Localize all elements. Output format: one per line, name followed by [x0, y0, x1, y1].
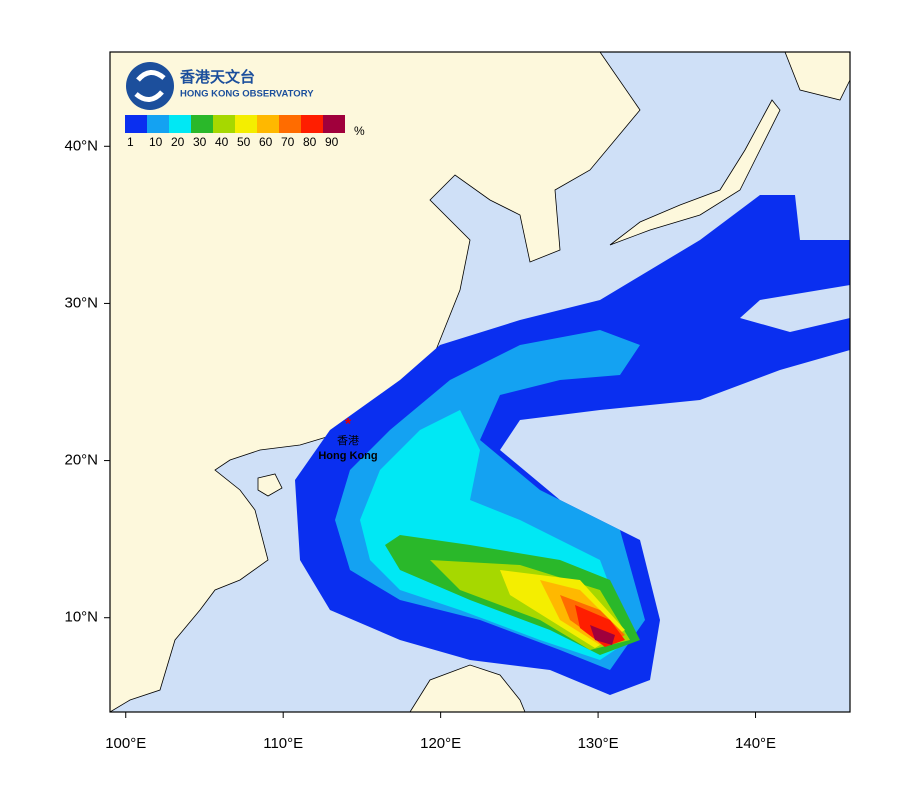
lon-tick-label: 100°E: [105, 735, 146, 752]
place-zh: 香港: [337, 434, 359, 447]
lon-tick-label: 140°E: [735, 735, 776, 752]
legend-label: 50: [237, 135, 251, 149]
legend-swatch: [191, 115, 213, 133]
lat-tick-label: 10°N: [64, 609, 98, 626]
hong-kong-marker: * 香港 Hong Kong: [318, 416, 377, 462]
logo-mark: [134, 70, 166, 102]
legend-swatch: [323, 115, 345, 133]
legend-swatch: [279, 115, 301, 133]
logo-zh: 香港天文台: [180, 68, 255, 86]
logo-en: HONG KONG OBSERVATORY: [180, 89, 314, 100]
lon-tick-label: 120°E: [420, 735, 461, 752]
legend-swatch: [169, 115, 191, 133]
legend-label: 1: [127, 135, 134, 149]
legend-swatch: [235, 115, 257, 133]
legend-swatch: [301, 115, 323, 133]
map-frame: [109, 51, 851, 713]
lon-tick-label: 130°E: [578, 735, 619, 752]
lat-tick-label: 30°N: [64, 294, 98, 311]
japan: [609, 99, 781, 246]
legend-label: 90: [325, 135, 339, 149]
legend-swatch: [257, 115, 279, 133]
legend-swatch: [147, 115, 169, 133]
legend-label: 20: [171, 135, 185, 149]
logo-emblem: [126, 62, 174, 110]
legend-label: 10: [149, 135, 163, 149]
lat-tick-label: 20°N: [64, 452, 98, 469]
borneo: [409, 664, 526, 712]
legend-label: 80: [303, 135, 317, 149]
sea-gap: [740, 285, 850, 332]
map-area: [110, 52, 850, 712]
legend-label: 30: [193, 135, 207, 149]
marker-star: *: [345, 416, 352, 433]
legend-label: 60: [259, 135, 273, 149]
hokkaido: [784, 52, 850, 101]
probability-area: [590, 625, 615, 645]
place-en: Hong Kong: [318, 450, 377, 462]
legend-unit: %: [354, 124, 365, 138]
legend-label: 70: [281, 135, 295, 149]
lon-tick-label: 110°E: [263, 735, 303, 752]
hainan: [257, 473, 283, 497]
legend-label: 40: [215, 135, 229, 149]
lat-tick-label: 40°N: [64, 137, 98, 154]
legend-swatch: [125, 115, 147, 133]
legend-swatch: [213, 115, 235, 133]
probability-areas: [295, 195, 850, 695]
logo: 香港天文台 HONG KONG OBSERVATORY: [126, 62, 314, 110]
